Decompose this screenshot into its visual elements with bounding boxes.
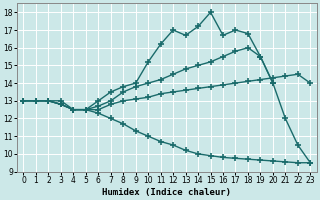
X-axis label: Humidex (Indice chaleur): Humidex (Indice chaleur) (102, 188, 231, 197)
